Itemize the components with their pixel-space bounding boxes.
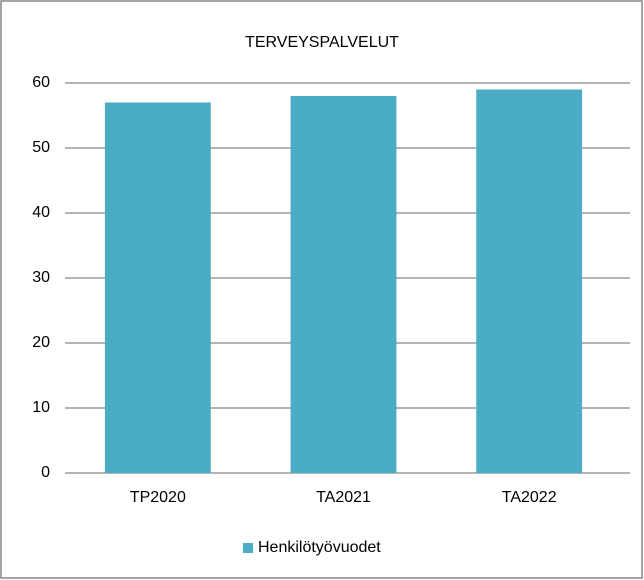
legend-label: Henkilötyövuodet (258, 539, 381, 556)
bar (476, 89, 583, 473)
y-tick-label: 50 (32, 139, 50, 156)
chart-title: TERVEYSPALVELUT (245, 34, 399, 51)
y-tick-label: 30 (32, 269, 50, 286)
y-tick-label: 10 (32, 399, 50, 416)
y-tick-label: 0 (41, 464, 50, 481)
y-tick-label: 60 (32, 74, 50, 91)
bar (290, 96, 397, 473)
x-tick-label: TA2021 (316, 489, 371, 506)
legend-swatch (243, 543, 253, 553)
y-tick-label: 40 (32, 204, 50, 221)
y-tick-label: 20 (32, 334, 50, 351)
x-tick-label: TP2020 (130, 489, 186, 506)
x-tick-label: TA2022 (502, 489, 557, 506)
bar (104, 102, 211, 473)
